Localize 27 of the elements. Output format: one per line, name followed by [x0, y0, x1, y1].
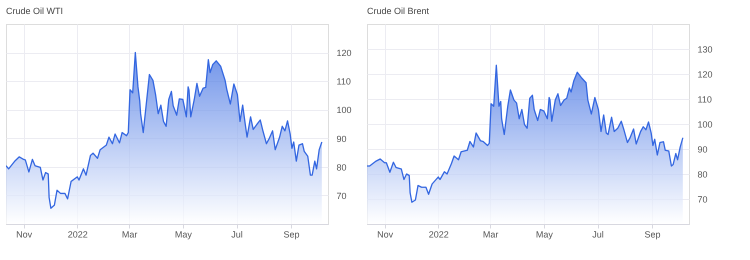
x-tick-label: Sep — [644, 230, 661, 240]
y-tick-label: 90 — [698, 144, 708, 154]
x-tick-label: Jul — [592, 230, 604, 240]
x-tick-label: May — [174, 230, 192, 240]
x-tick-label: Sep — [284, 230, 300, 240]
y-tick-label: 90 — [336, 134, 347, 144]
chart-title: Crude Oil Brent — [367, 6, 430, 16]
x-tick-label: 2022 — [68, 230, 88, 240]
y-tick-label: 100 — [698, 120, 713, 130]
y-tick-label: 130 — [698, 44, 713, 54]
x-tick-label: Mar — [122, 230, 138, 240]
y-tick-label: 80 — [336, 162, 347, 172]
y-tick-label: 110 — [698, 94, 712, 104]
x-tick-label: 2022 — [428, 230, 449, 240]
y-tick-label: 70 — [698, 194, 708, 204]
y-tick-label: 110 — [336, 76, 351, 87]
y-tick-label: 70 — [336, 190, 347, 201]
y-tick-label: 120 — [336, 48, 352, 58]
y-tick-label: 100 — [336, 105, 352, 116]
x-tick-label: Mar — [482, 230, 498, 240]
x-tick-label: Jul — [231, 230, 243, 240]
chart-title: Crude Oil WTI — [6, 6, 64, 16]
x-tick-label: May — [536, 230, 554, 240]
y-tick-label: 120 — [698, 70, 713, 80]
y-tick-label: 80 — [698, 170, 708, 180]
x-tick-label: Nov — [377, 230, 394, 240]
x-tick-label: Nov — [16, 230, 33, 240]
